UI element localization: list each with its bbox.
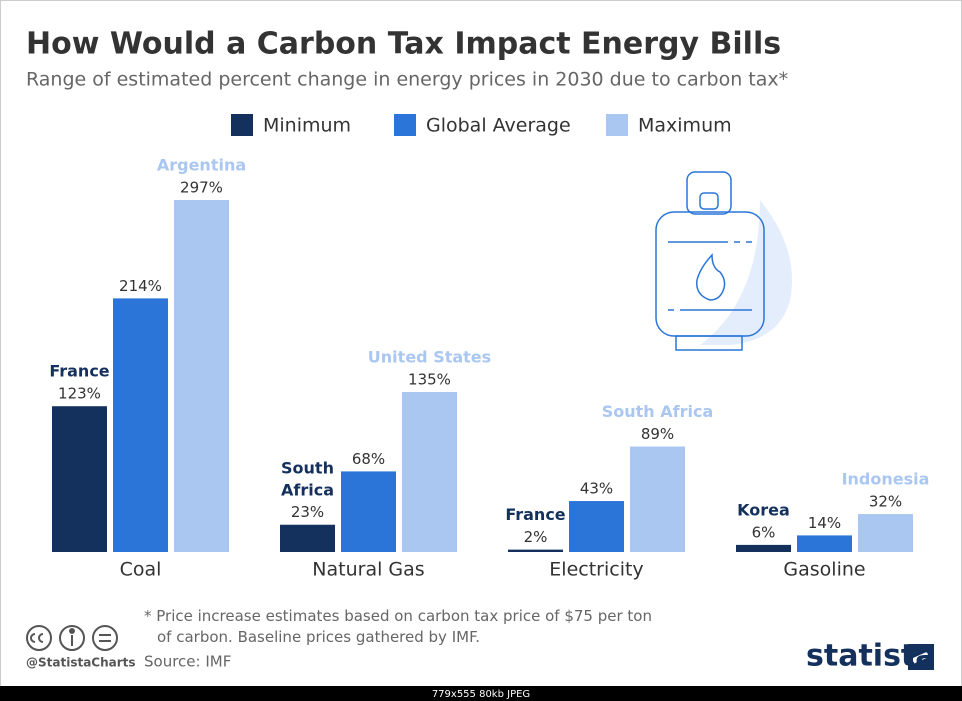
x-tick-label: Gasoline: [783, 559, 865, 581]
bar: [736, 544, 791, 552]
viewer-strip: [0, 686, 962, 701]
bar: [858, 514, 913, 552]
legend-label: Global Average: [426, 115, 571, 137]
value-label: 2%: [524, 528, 548, 546]
value-label: 214%: [119, 277, 162, 295]
value-label: 6%: [752, 523, 776, 541]
legend-label: Minimum: [263, 115, 351, 137]
country-label: Argentina: [157, 156, 246, 175]
bar: [569, 501, 624, 552]
legend-label: Maximum: [638, 115, 732, 137]
country-label: Indonesia: [842, 470, 930, 489]
value-label: 68%: [352, 450, 385, 468]
country-label: France: [505, 505, 565, 524]
source: Source: IMF: [144, 653, 231, 671]
value-label: 23%: [291, 503, 324, 521]
country-label: France: [49, 362, 109, 381]
footnote: * Price increase estimates based on carb…: [144, 607, 652, 646]
handle: @StatistaCharts: [26, 656, 136, 670]
legend-swatch: [231, 114, 253, 136]
x-tick-label: Natural Gas: [312, 559, 424, 581]
x-tick-label: Coal: [120, 559, 162, 581]
bar: [174, 200, 229, 552]
bar: [402, 392, 457, 552]
country-label: Korea: [737, 500, 790, 519]
country-label: United States: [368, 348, 491, 367]
value-label: 89%: [641, 425, 674, 443]
chart-title: How Would a Carbon Tax Impact Energy Bil…: [26, 27, 781, 62]
value-label: 123%: [58, 385, 101, 403]
value-label: 43%: [580, 480, 613, 498]
country-label: South Africa: [602, 402, 714, 421]
tank-icon: [655, 171, 792, 351]
bar: [508, 549, 563, 552]
bar: [113, 298, 168, 552]
bar: [341, 471, 396, 552]
country-label: South Africa: [281, 458, 334, 499]
logo-icon: [908, 644, 934, 670]
cc-icons: [26, 625, 118, 651]
bar: [52, 406, 107, 552]
viewer-label: 779x555 80kb JPEG: [432, 689, 530, 700]
legend-swatch: [606, 114, 628, 136]
value-label: 32%: [869, 493, 902, 511]
value-label: 14%: [808, 514, 841, 532]
bar: [797, 535, 852, 552]
bar: [280, 524, 335, 552]
value-label: 297%: [180, 179, 223, 197]
bar: [630, 446, 685, 552]
value-label: 135%: [408, 371, 451, 389]
chart-subtitle: Range of estimated percent change in ene…: [26, 69, 788, 91]
legend-swatch: [394, 114, 416, 136]
x-tick-label: Electricity: [549, 559, 643, 581]
